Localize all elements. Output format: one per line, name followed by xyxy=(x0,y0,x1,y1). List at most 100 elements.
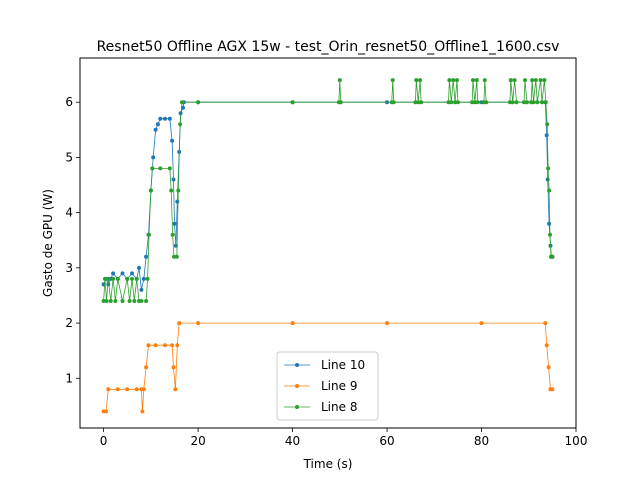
data-point xyxy=(163,116,167,121)
y-tick-label: 5 xyxy=(65,150,73,164)
data-point xyxy=(106,387,111,392)
y-tick-label: 4 xyxy=(65,206,73,220)
data-point xyxy=(134,276,139,281)
data-point xyxy=(163,343,167,348)
data-point xyxy=(550,387,555,392)
legend-swatch-marker xyxy=(295,405,299,409)
data-point xyxy=(175,343,180,348)
data-point xyxy=(172,221,177,226)
data-point xyxy=(144,299,149,303)
data-point xyxy=(522,100,526,105)
x-tick-label: 20 xyxy=(190,434,205,448)
data-point xyxy=(146,343,151,348)
data-point xyxy=(178,111,183,116)
data-point xyxy=(482,78,487,83)
data-point xyxy=(147,232,151,237)
data-point xyxy=(153,127,158,132)
data-point xyxy=(172,254,176,259)
data-point xyxy=(545,177,550,182)
data-point xyxy=(134,387,139,392)
data-point xyxy=(523,78,527,83)
data-point xyxy=(390,78,395,83)
data-point xyxy=(170,138,175,143)
data-point xyxy=(479,321,484,326)
x-tick-label: 100 xyxy=(565,434,588,448)
data-point xyxy=(113,299,118,303)
data-point xyxy=(508,78,513,83)
data-point xyxy=(106,276,111,281)
data-point xyxy=(158,166,163,171)
data-point xyxy=(103,276,107,281)
data-point xyxy=(507,100,512,105)
data-point xyxy=(180,100,184,105)
data-point xyxy=(548,232,552,237)
data-point xyxy=(115,276,120,281)
data-point xyxy=(484,100,489,105)
data-point xyxy=(474,78,479,83)
data-point xyxy=(169,188,174,193)
data-point xyxy=(176,188,181,193)
data-point xyxy=(140,409,145,414)
data-point xyxy=(196,321,201,326)
data-point xyxy=(153,343,158,348)
data-point xyxy=(108,299,113,303)
data-point xyxy=(196,100,201,105)
data-point xyxy=(167,116,172,121)
data-point xyxy=(115,387,120,392)
data-point xyxy=(144,365,149,370)
data-point xyxy=(543,100,548,105)
y-tick-label: 2 xyxy=(65,316,73,330)
legend-label: Line 10 xyxy=(321,358,365,372)
data-point xyxy=(451,78,456,83)
data-point xyxy=(174,254,179,259)
data-point xyxy=(540,100,544,105)
x-tick-label: 80 xyxy=(474,434,489,448)
data-point xyxy=(104,299,109,303)
data-point xyxy=(416,100,421,105)
x-tick-label: 0 xyxy=(100,434,108,448)
data-point xyxy=(385,321,389,326)
data-point xyxy=(145,276,150,281)
data-point xyxy=(413,100,418,105)
data-point xyxy=(512,78,517,83)
data-point xyxy=(510,100,515,105)
data-point xyxy=(101,299,106,303)
data-point xyxy=(471,78,475,83)
data-point xyxy=(455,78,459,83)
data-point xyxy=(141,276,146,281)
data-point xyxy=(447,78,452,83)
data-point xyxy=(120,271,125,276)
data-point xyxy=(290,321,295,326)
data-point xyxy=(155,122,160,127)
data-point xyxy=(132,299,137,303)
data-point xyxy=(125,387,130,392)
data-point xyxy=(419,100,424,105)
data-point xyxy=(530,78,535,83)
legend-swatch-marker xyxy=(295,363,299,367)
data-point xyxy=(546,166,551,171)
data-point xyxy=(170,343,175,348)
data-point xyxy=(535,100,540,105)
data-point xyxy=(538,78,543,83)
data-point xyxy=(137,265,141,270)
y-tick-label: 3 xyxy=(65,261,73,275)
data-point xyxy=(130,271,134,276)
data-point xyxy=(545,122,550,127)
data-point xyxy=(550,254,555,259)
data-point xyxy=(170,232,175,237)
data-point xyxy=(175,199,180,204)
data-point xyxy=(171,177,176,182)
y-axis-label: Gasto de GPU (W) xyxy=(41,189,55,297)
data-point xyxy=(472,100,477,105)
data-point xyxy=(173,387,178,392)
data-point xyxy=(141,387,146,392)
data-point xyxy=(455,100,460,105)
data-point xyxy=(120,299,125,303)
data-point xyxy=(125,276,130,281)
data-point xyxy=(547,221,552,226)
legend: Line 10 Line 9 Line 8 xyxy=(276,351,379,421)
data-point xyxy=(178,122,183,127)
legend-label: Line 8 xyxy=(321,400,357,414)
series-2 xyxy=(101,78,555,303)
data-point xyxy=(139,287,144,292)
